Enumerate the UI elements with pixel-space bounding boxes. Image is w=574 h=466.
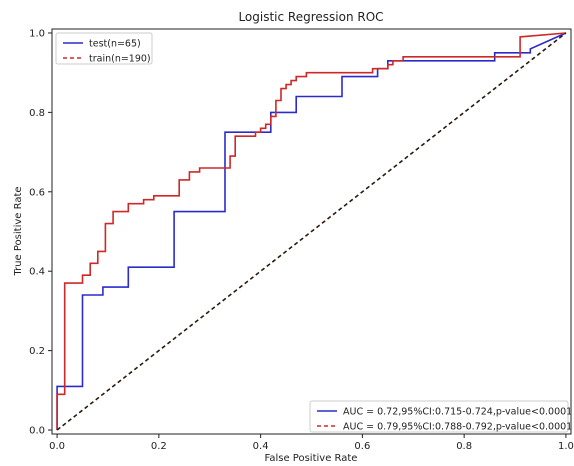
legend-bottom-label-1: AUC = 0.79,95%CI:0.788-0.792,p-value<0.0… xyxy=(343,422,572,433)
legend-top-box xyxy=(55,32,153,65)
x-tick-label-4: 0.8 xyxy=(456,441,472,452)
y-tick-label-5: 1.0 xyxy=(29,28,45,39)
x-tick-label-1: 0.2 xyxy=(151,441,167,452)
y-axis-label: True Positive Rate xyxy=(13,186,24,276)
x-tick-label-0: 0.0 xyxy=(49,441,65,452)
y-tick-label-1: 0.2 xyxy=(29,346,45,357)
series-line-2 xyxy=(56,32,567,431)
legend-top: test(n=65) train(n=190) xyxy=(55,32,153,65)
y-tick-label-2: 0.4 xyxy=(29,267,45,278)
y-tick-label-3: 0.6 xyxy=(29,187,45,198)
series-line-1 xyxy=(56,32,566,430)
plot-lines xyxy=(56,32,567,431)
x-tick-label-3: 0.6 xyxy=(354,441,370,452)
x-axis-label: False Positive Rate xyxy=(265,453,358,464)
legend-bottom: AUC = 0.72,95%CI:0.715-0.724,p-value<0.0… xyxy=(309,400,572,433)
y-tick-label-0: 0.0 xyxy=(29,426,45,437)
axis-ticks: 0.0 0.2 0.4 0.6 0.8 1.0 0.0 0.2 0.4 0.6 0.8 1.0 xyxy=(29,28,574,452)
legend-bottom-label-0: AUC = 0.72,95%CI:0.715-0.724,p-value<0.0… xyxy=(343,407,572,418)
legend-bottom-box xyxy=(309,400,569,433)
x-tick-label-5: 1.0 xyxy=(558,441,574,452)
legend-top-label-1: train(n=190) xyxy=(89,54,151,65)
y-tick-label-4: 0.8 xyxy=(29,108,45,119)
legend-top-label-0: test(n=65) xyxy=(89,39,141,50)
x-tick-label-2: 0.4 xyxy=(253,441,269,452)
chart-title: Logistic Regression ROC xyxy=(238,10,383,24)
